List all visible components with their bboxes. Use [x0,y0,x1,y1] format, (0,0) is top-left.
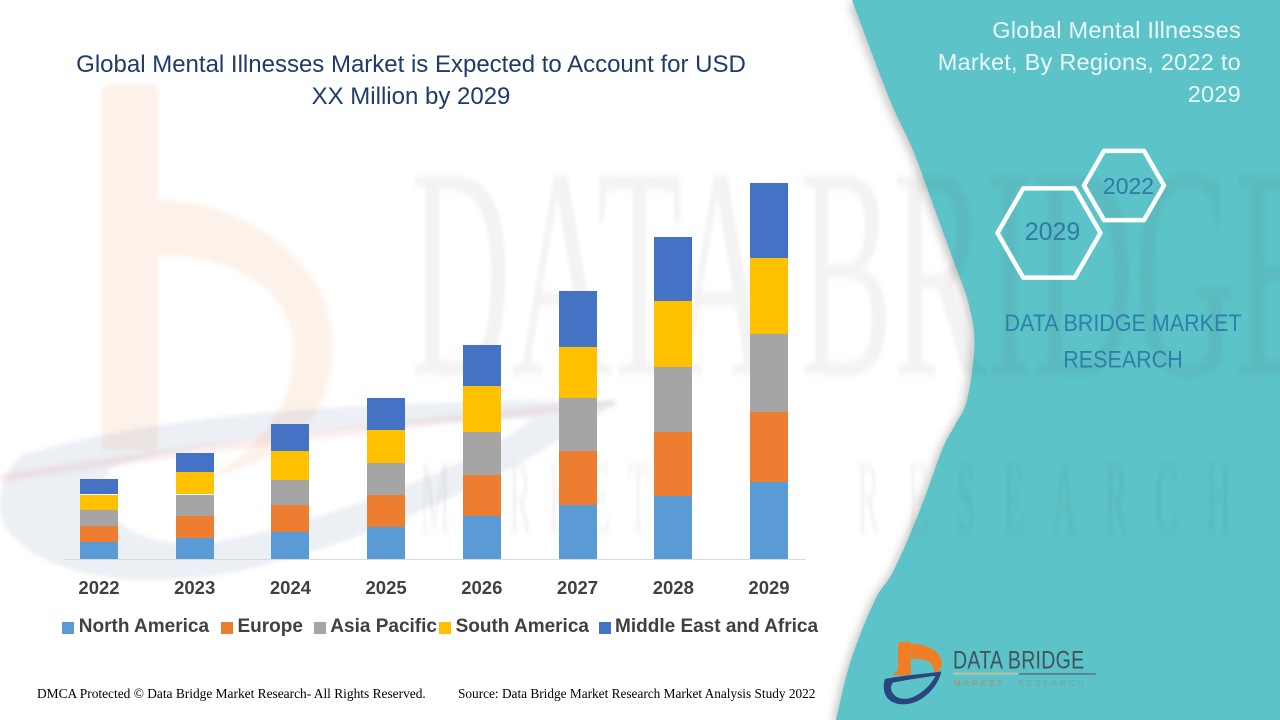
svg-text:DATA BRIDGE: DATA BRIDGE [953,646,1084,674]
svg-text:2029: 2029 [1025,218,1081,246]
svg-text:RESEARCH: RESEARCH [1018,679,1086,688]
svg-text:MARKET: MARKET [954,679,1005,688]
svg-text:2022: 2022 [1103,173,1154,199]
